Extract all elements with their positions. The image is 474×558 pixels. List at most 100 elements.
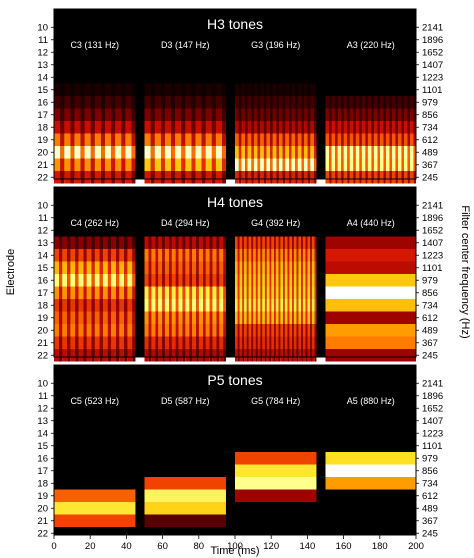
frequency-tick-label: 979 [422,275,438,286]
heat-cell [235,121,239,134]
heat-cell [266,274,270,287]
heat-cell [251,261,254,274]
heat-cell [311,236,315,249]
heat-cell [209,299,213,312]
heat-cell [289,133,292,146]
electrode-tick-label: 10 [37,22,48,33]
heat-cell [270,96,273,109]
heat-cell [283,261,285,274]
heat-cell [401,96,404,109]
heat-cell [251,249,254,262]
heat-cell [237,324,240,337]
heat-cell [301,274,303,287]
heat-cell [101,146,105,159]
heat-cell [302,286,306,299]
heat-cell [78,274,84,287]
heat-cell [127,299,133,312]
heat-cell [401,171,404,184]
heat-cell [75,261,79,274]
heat-cell [285,158,289,171]
heat-cell [307,336,311,349]
heat-cell [94,146,102,159]
heat-cell [361,133,366,146]
heat-cell [303,121,308,134]
heat-cell [302,324,306,337]
heat-cell [371,121,374,134]
heat-cell [102,299,108,312]
heat-cell [158,274,163,287]
heat-cell [171,83,176,96]
heat-cell [255,286,258,299]
heat-cell [164,146,172,159]
electrode-tick-label: 16 [37,453,48,464]
heat-cell [209,261,213,274]
heat-cell [171,133,176,146]
heat-cell [219,324,224,337]
heat-cell [262,261,265,274]
heat-cell [266,158,271,171]
heat-cell [292,349,294,362]
heat-cell [278,274,281,287]
heat-cell [329,146,332,159]
heat-cell [160,171,165,184]
heat-cell [211,83,216,96]
heat-cell [201,108,206,121]
heat-cell [70,83,75,96]
heat-cell [275,336,279,349]
heat-cell [347,96,350,109]
heat-cell [189,236,193,249]
electrode-tick-label: 19 [37,313,48,324]
heat-cell [191,133,196,146]
heat-cell [54,96,61,109]
heat-cell [325,261,416,274]
heat-cell [272,158,277,171]
heat-cell [307,158,311,171]
heat-cell [297,158,302,171]
heat-cell [162,299,165,312]
heat-cell [271,286,275,299]
heat-cell [101,108,105,121]
heat-cell [80,158,85,171]
heat-cell [365,158,368,171]
heat-cell [397,133,402,146]
panel-frame [53,186,417,358]
heat-cell [335,121,338,134]
heat-cell [94,299,100,312]
heat-cell [80,121,85,134]
heat-cell [269,274,272,287]
heat-cell [99,311,103,324]
heat-cell [211,133,216,146]
heat-cell [94,133,102,146]
heat-cell [347,158,350,171]
heat-cell [264,286,267,299]
frequency-tick-label: 245 [422,172,438,183]
heat-cell [203,286,206,299]
heat-cell [251,311,254,324]
heat-cell [164,261,170,274]
heat-cell [373,121,378,134]
electrode-tick-label: 14 [37,428,48,439]
heat-cell [253,96,258,109]
heat-cell [248,261,252,274]
heat-cell [343,133,348,146]
heat-cell [182,311,186,324]
heat-cell [253,274,256,287]
heat-cell [75,349,79,362]
heat-cell [99,274,103,287]
heat-cell [248,274,252,287]
heat-cell [211,108,216,121]
heat-cell [297,96,302,109]
heat-cell [397,108,402,121]
heat-cell [239,236,243,249]
heat-cell [276,83,279,96]
heat-cell [325,464,416,477]
heat-cell [203,349,206,362]
heat-cell [248,311,252,324]
heat-cell [192,236,197,249]
heat-cell [198,324,204,337]
heat-cell [164,121,172,134]
heat-cell [212,299,217,312]
ylabel-left: Electrode [5,249,17,295]
frequency-tick-label: 612 [422,491,438,502]
heat-cell [262,236,265,249]
